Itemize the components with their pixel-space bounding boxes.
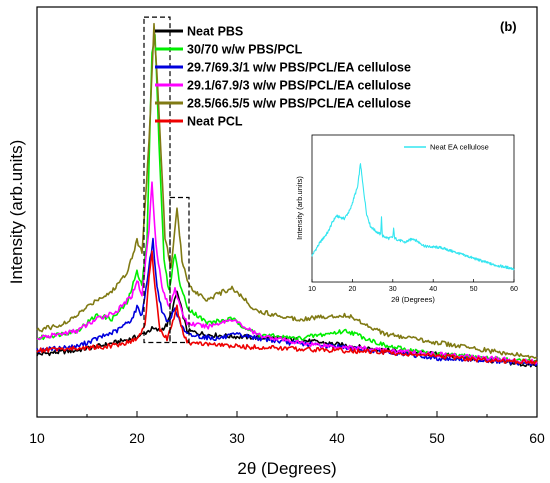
main-x-tick-labels: 10 20 30 40 50 60: [29, 430, 545, 446]
inset-frame: [311, 134, 515, 283]
dashed-annotation-box: [169, 196, 190, 344]
inset-x-tick-labels: 10 20 30 40 50 60: [308, 286, 518, 293]
x-tick-label: 50: [429, 430, 445, 446]
x-tick-label: 50: [470, 286, 478, 293]
main-x-axis-label: 2θ (Degrees): [237, 459, 336, 478]
inset-legend: Neat EA cellulose: [404, 143, 489, 152]
legend-label-neat-pcl: Neat PCL: [187, 114, 243, 128]
x-tick-label: 30: [389, 286, 397, 293]
legend-label-29-7-69-3-1-w-w-pbs-pcl-ea-cellulose: 29.7/69.3/1 w/w PBS/PCL/EA cellulose: [187, 60, 411, 74]
legend-label-30-70-w-w-pbs-pcl: 30/70 w/w PBS/PCL: [187, 42, 303, 56]
inset-x-ticks: [311, 279, 515, 282]
panel-label: (b): [500, 19, 517, 34]
main-x-ticks: [36, 411, 538, 417]
inset-series-lines: [311, 163, 515, 271]
x-tick-label: 10: [29, 430, 45, 446]
legend-label-neat-ea-cellulose: Neat EA cellulose: [430, 143, 489, 152]
x-tick-label: 30: [229, 430, 245, 446]
main-series-lines: [36, 22, 538, 368]
dashed-annotation-box: [143, 16, 171, 344]
main-legend: Neat PBS 30/70 w/w PBS/PCL 29.7/69.3/1 w/w…: [155, 24, 411, 128]
main-y-axis-label: Intensity (arb.units): [7, 140, 26, 285]
main-annotation-boxes: [143, 16, 190, 344]
legend-label-29-1-67-9-3-w-w-pbs-pcl-ea-cellulose: 29.1/67.9/3 w/w PBS/PCL/EA cellulose: [187, 78, 411, 92]
x-tick-label: 40: [329, 430, 345, 446]
x-tick-label: 60: [529, 430, 545, 446]
x-tick-label: 10: [308, 286, 316, 293]
series-line-neat-ea-cellulose: [311, 163, 515, 271]
series-line-28-5-66-5-5-w-w-pbs-pcl-ea-cellulose: [36, 22, 538, 360]
x-tick-label: 20: [129, 430, 145, 446]
legend-label-neat-pbs: Neat PBS: [187, 24, 243, 38]
series-line-29-7-69-3-1-w-w-pbs-pcl-ea-cellulose: [36, 237, 538, 367]
x-tick-label: 60: [510, 286, 518, 293]
inset-y-axis-label: Intensity (arb.units): [295, 176, 304, 240]
legend-label-28-5-66-5-5-w-w-pbs-pcl-ea-cellulose: 28.5/66.5/5 w/w PBS/PCL/EA cellulose: [187, 96, 411, 110]
x-tick-label: 40: [429, 286, 437, 293]
series-line-neat-pcl: [36, 250, 538, 365]
inset-x-axis-label: 2θ (Degrees): [391, 295, 435, 304]
x-tick-label: 20: [349, 286, 357, 293]
